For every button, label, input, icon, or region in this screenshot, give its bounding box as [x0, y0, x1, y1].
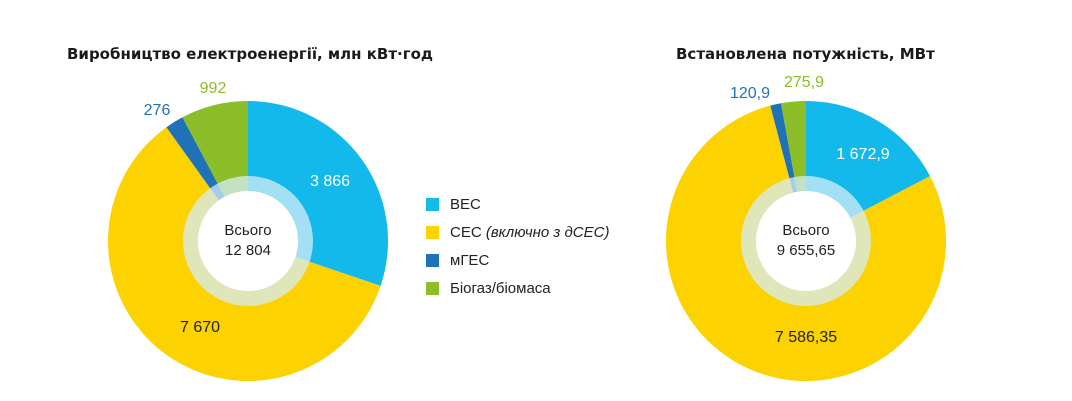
production-slice-ves: [248, 101, 388, 286]
capacity-slice-bio: [781, 101, 806, 192]
legend-item-bio: Біогаз/біомаса: [426, 274, 609, 302]
capacity-value-label-bio: 275,9: [784, 74, 824, 91]
legend-label-ses: СЕС (включно з дСЕС): [450, 224, 609, 241]
capacity-value-label-mges: 120,9: [730, 85, 770, 102]
production-value-label-ses: 7 670: [180, 319, 220, 336]
capacity-value-label-ses: 7 586,35: [775, 329, 837, 346]
legend-swatch-mges: [426, 253, 439, 267]
production-center-label: Всього: [224, 222, 271, 239]
legend-label-mges: мГЕС: [450, 251, 490, 269]
capacity-center-hole: [756, 191, 856, 291]
legend-label-bio: Біогаз/біомаса: [450, 279, 551, 297]
production-value-label-mges: 276: [144, 102, 171, 119]
production-slice-mges: [166, 117, 225, 201]
chart-title-production: Виробництво електроенергії, млн кВт·год: [67, 45, 433, 63]
production-slice-ses: [108, 127, 381, 382]
production-center-value: 12 804: [225, 242, 271, 259]
capacity-center-label: Всього: [782, 222, 829, 239]
legend-item-mges: мГЕС: [426, 246, 609, 274]
legend: ВЕС СЕС (включно з дСЕС) мГЕС Біогаз/біо…: [426, 190, 609, 302]
legend-label-ses-main: СЕС: [450, 223, 486, 241]
production-center-hole: [198, 191, 298, 291]
production-slice-bio: [182, 101, 248, 197]
legend-swatch-bio: [426, 281, 439, 295]
legend-swatch-ves: [426, 197, 439, 211]
capacity-center-value: 9 655,65: [777, 242, 835, 259]
donut-chart-capacity: Всього 9 655,65 1 672,9 7 586,35 120,9 275,9: [666, 74, 947, 381]
production-value-label-bio: 992: [200, 80, 227, 97]
production-value-label-ves: 3 866: [310, 173, 350, 190]
capacity-slice-mges: [770, 103, 798, 193]
legend-item-ves: ВЕС: [426, 190, 609, 218]
legend-label-ves: ВЕС: [450, 195, 481, 213]
capacity-value-label-ves: 1 672,9: [836, 146, 889, 163]
capacity-slice-ses: [666, 105, 947, 381]
legend-item-ses: СЕС (включно з дСЕС): [426, 218, 609, 246]
legend-swatch-ses: [426, 225, 439, 239]
legend-label-ses-note: (включно з дСЕС): [485, 223, 610, 241]
donut-chart-production: Всього 12 804 3 866 7 670 276 992: [108, 80, 388, 382]
chart-title-capacity: Встановлена потужність, МВт: [676, 45, 935, 63]
